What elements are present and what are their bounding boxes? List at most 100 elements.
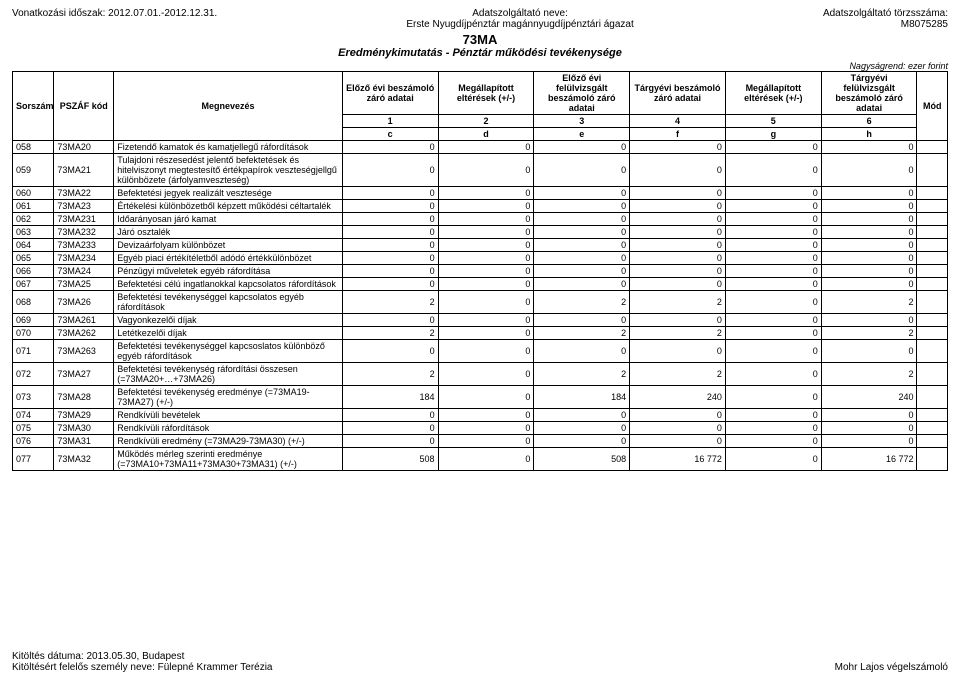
h-l2: d [438,128,534,141]
cell-desc: Befektetési tevékenységgel kapcsoslatos … [114,340,343,363]
cell-desc: Rendkívüli bevételek [114,409,343,422]
cell-value: 0 [342,154,438,187]
cell-value: 0 [630,340,726,363]
col-sorszam: Sorszám [13,72,54,141]
cell-value: 0 [438,265,534,278]
cell-value: 0 [342,141,438,154]
cell-code: 73MA231 [54,213,114,226]
cell-value: 0 [438,291,534,314]
cell-value: 0 [821,409,917,422]
cell-value: 0 [821,314,917,327]
cell-value: 16 772 [630,448,726,471]
cell-value: 2 [342,327,438,340]
cell-sorszam: 067 [13,278,54,291]
cell-sorszam: 063 [13,226,54,239]
cell-desc: Fizetendő kamatok és kamatjellegű ráford… [114,141,343,154]
cell-value: 0 [342,278,438,291]
cell-value: 0 [630,213,726,226]
cell-value: 0 [342,213,438,226]
table-row: 07473MA29Rendkívüli bevételek000000 [13,409,948,422]
cell-value: 0 [342,314,438,327]
cell-value: 0 [630,141,726,154]
provider-id: M8075285 [901,19,948,30]
provider-id-label: Adatszolgáltató törzsszáma: [823,8,948,19]
cell-mod [917,278,948,291]
cell-value: 0 [821,239,917,252]
table-row: 06073MA22Befektetési jegyek realizált ve… [13,187,948,200]
cell-code: 73MA263 [54,340,114,363]
table-row: 07573MA30Rendkívüli ráfordítások000000 [13,422,948,435]
cell-sorszam: 073 [13,386,54,409]
cell-value: 0 [821,154,917,187]
cell-value: 0 [630,187,726,200]
table-row: 06373MA232Járó osztalék000000 [13,226,948,239]
cell-value: 0 [725,363,821,386]
cell-value: 0 [821,422,917,435]
cell-value: 0 [725,291,821,314]
cell-value: 0 [438,213,534,226]
cell-value: 0 [534,340,630,363]
cell-desc: Vagyonkezelői díjak [114,314,343,327]
cell-value: 0 [342,226,438,239]
cell-value: 0 [725,154,821,187]
table-row: 06773MA25Befektetési célú ingatlanokkal … [13,278,948,291]
cell-value: 0 [534,154,630,187]
h-l3: e [534,128,630,141]
col-pszaf: PSZÁF kód [54,72,114,141]
cell-value: 0 [438,363,534,386]
cell-value: 0 [534,422,630,435]
cell-value: 0 [725,213,821,226]
col-c4: Tárgyévi beszámoló záró adatai [630,72,726,115]
cell-value: 0 [630,422,726,435]
cell-mod [917,409,948,422]
cell-value: 0 [725,314,821,327]
cell-desc: Működés mérleg szerinti eredménye (=73MA… [114,448,343,471]
cell-sorszam: 068 [13,291,54,314]
cell-value: 0 [534,252,630,265]
cell-desc: Befektetési tevékenységgel kapcsolatos e… [114,291,343,314]
cell-mod [917,291,948,314]
cell-sorszam: 059 [13,154,54,187]
cell-value: 184 [534,386,630,409]
cell-mod [917,187,948,200]
cell-desc: Rendkívüli eredmény (=73MA29-73MA30) (+/… [114,435,343,448]
cell-value: 16 772 [821,448,917,471]
cell-value: 0 [630,314,726,327]
cell-value: 0 [725,409,821,422]
cell-value: 508 [534,448,630,471]
cell-sorszam: 065 [13,252,54,265]
cell-sorszam: 070 [13,327,54,340]
header-row-1: Sorszám PSZÁF kód Megnevezés Előző évi b… [13,72,948,115]
col-c6: Tárgyévi felülvizsgált beszámoló záró ad… [821,72,917,115]
cell-desc: Tulajdoni részesedést jelentő befektetés… [114,154,343,187]
cell-value: 0 [534,200,630,213]
cell-value: 0 [821,435,917,448]
unit-note: Nagyságrend: ezer forint [12,61,948,71]
table-row: 07073MA262Letétkezelői díjak202202 [13,327,948,340]
cell-value: 2 [821,291,917,314]
cell-code: 73MA22 [54,187,114,200]
cell-value: 0 [821,213,917,226]
cell-mod [917,154,948,187]
cell-code: 73MA32 [54,448,114,471]
cell-value: 0 [342,422,438,435]
cell-value: 0 [725,422,821,435]
cell-value: 0 [725,265,821,278]
cell-sorszam: 076 [13,435,54,448]
cell-value: 2 [821,363,917,386]
cell-mod [917,386,948,409]
cell-value: 0 [438,327,534,340]
cell-desc: Befektetési tevékenység eredménye (=73MA… [114,386,343,409]
cell-value: 0 [630,409,726,422]
table-row: 06473MA233Devizaárfolyam különbözet00000… [13,239,948,252]
col-mod: Mód [917,72,948,141]
cell-sorszam: 058 [13,141,54,154]
h-l4: f [630,128,726,141]
cell-desc: Pénzügyi műveletek egyéb ráfordítása [114,265,343,278]
table-row: 06273MA231Időarányosan járó kamat000000 [13,213,948,226]
cell-value: 0 [438,278,534,291]
cell-code: 73MA28 [54,386,114,409]
cell-sorszam: 060 [13,187,54,200]
cell-sorszam: 072 [13,363,54,386]
cell-mod [917,265,948,278]
